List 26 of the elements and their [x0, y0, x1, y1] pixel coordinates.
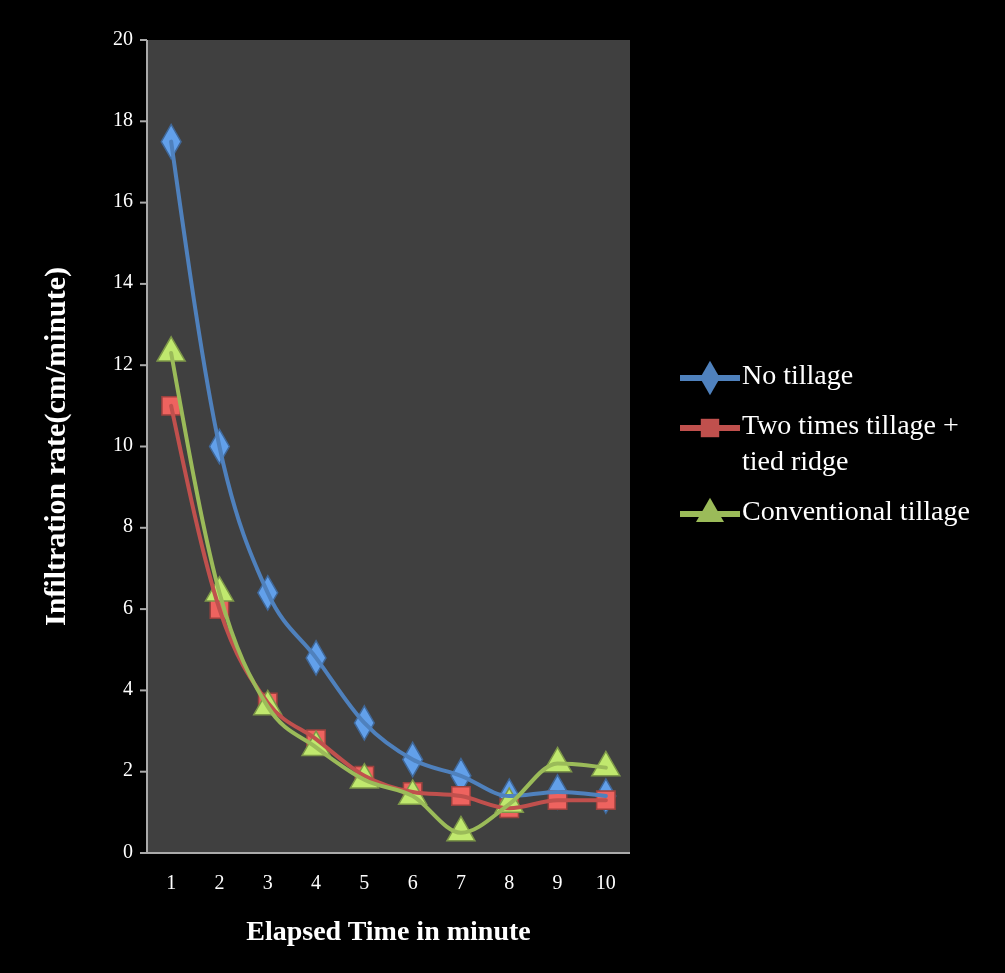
y-tick-label: 18: [113, 107, 133, 130]
legend-label: No tillage: [742, 359, 854, 391]
x-tick-label: 4: [311, 871, 322, 893]
legend-label: Conventional tillage: [742, 495, 970, 527]
y-tick-label: 2: [123, 758, 133, 781]
x-tick-label: 7: [455, 871, 466, 893]
x-tick-label: 9: [552, 871, 563, 893]
y-tick-label: 10: [113, 433, 133, 456]
y-tick-label: 12: [113, 351, 133, 374]
x-tick-label: 3: [262, 871, 273, 893]
x-tick-label: 2: [214, 871, 225, 893]
y-tick-label: 14: [113, 270, 133, 293]
x-tick-label: 1: [166, 871, 177, 893]
x-axis-title: Elapsed Time in minute: [246, 915, 531, 946]
x-tick-label: 8: [504, 871, 515, 893]
y-tick-label: 16: [113, 189, 133, 212]
y-tick-label: 20: [113, 26, 133, 49]
y-tick-label: 4: [123, 676, 133, 699]
legend-label: Two times tillage + tied ridge: [742, 409, 959, 477]
x-tick-label: 10: [595, 871, 616, 893]
y-tick-label: 8: [123, 514, 133, 537]
y-axis-title: Infiltration rate(cm/minute): [38, 266, 72, 627]
x-tick-label: 5: [359, 871, 370, 893]
y-tick-label: 0: [123, 839, 133, 862]
x-tick-label: 6: [407, 871, 418, 893]
y-tick-label: 6: [123, 595, 133, 618]
